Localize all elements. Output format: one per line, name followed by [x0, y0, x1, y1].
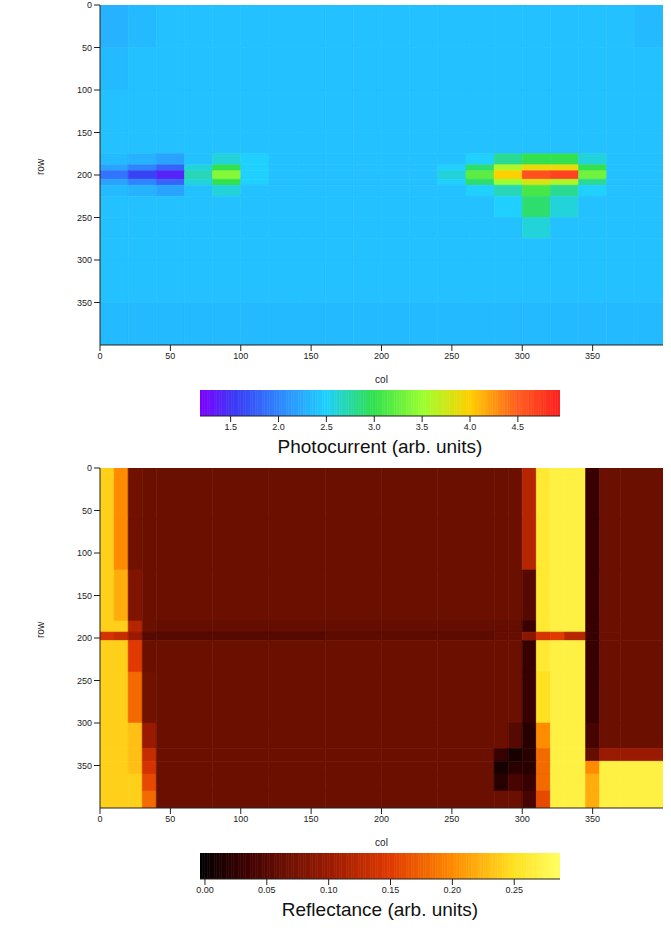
svg-text:0.15: 0.15	[382, 885, 400, 895]
svg-text:50: 50	[82, 43, 92, 53]
svg-text:150: 150	[77, 591, 92, 601]
svg-text:4.0: 4.0	[464, 422, 477, 432]
svg-text:0.00: 0.00	[196, 885, 214, 895]
svg-text:200: 200	[374, 351, 389, 361]
svg-text:50: 50	[82, 506, 92, 516]
svg-text:3.0: 3.0	[368, 422, 381, 432]
svg-text:100: 100	[233, 351, 248, 361]
svg-text:1.5: 1.5	[224, 422, 237, 432]
svg-text:150: 150	[77, 128, 92, 138]
svg-text:300: 300	[77, 255, 92, 265]
svg-text:0.20: 0.20	[444, 885, 462, 895]
svg-text:350: 350	[585, 814, 600, 824]
svg-text:300: 300	[77, 718, 92, 728]
html-text:Photocurrent (arb. units): Photocurrent (arb. units)	[277, 436, 483, 457]
svg-text:250: 250	[444, 814, 459, 824]
svg-text:350: 350	[585, 351, 600, 361]
html-text:Reflectance (arb. units): Reflectance (arb. units)	[281, 899, 479, 920]
svg-text:0: 0	[97, 351, 102, 361]
svg-text:100: 100	[233, 814, 248, 824]
svg-text:350: 350	[77, 298, 92, 308]
svg-text:250: 250	[77, 676, 92, 686]
svg-text:0: 0	[87, 0, 92, 10]
svg-text:0.10: 0.10	[320, 885, 338, 895]
svg-text:0: 0	[87, 463, 92, 473]
svg-text:50: 50	[165, 351, 175, 361]
svg-text:col: col	[375, 837, 388, 848]
svg-text:row: row	[35, 621, 46, 638]
svg-text:200: 200	[374, 814, 389, 824]
svg-text:0.05: 0.05	[258, 885, 276, 895]
svg-text:200: 200	[77, 170, 92, 180]
svg-text:col: col	[375, 374, 388, 385]
svg-text:0.25: 0.25	[505, 885, 523, 895]
svg-text:200: 200	[77, 633, 92, 643]
svg-text:100: 100	[77, 85, 92, 95]
svg-text:4.5: 4.5	[512, 422, 525, 432]
svg-text:300: 300	[515, 351, 530, 361]
svg-text:50: 50	[165, 814, 175, 824]
svg-text:2.0: 2.0	[272, 422, 285, 432]
svg-text:2.5: 2.5	[320, 422, 333, 432]
svg-text:100: 100	[77, 548, 92, 558]
svg-text:row: row	[35, 158, 46, 175]
svg-text:250: 250	[444, 351, 459, 361]
svg-text:150: 150	[304, 351, 319, 361]
svg-text:300: 300	[515, 814, 530, 824]
svg-text:0: 0	[97, 814, 102, 824]
svg-text:150: 150	[304, 814, 319, 824]
svg-text:350: 350	[77, 761, 92, 771]
svg-text:250: 250	[77, 213, 92, 223]
svg-text:3.5: 3.5	[416, 422, 429, 432]
